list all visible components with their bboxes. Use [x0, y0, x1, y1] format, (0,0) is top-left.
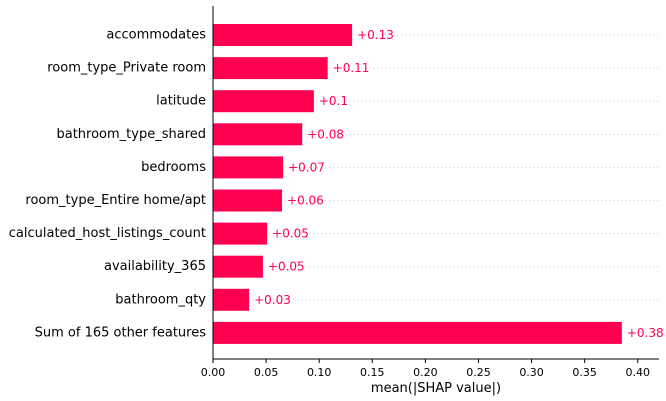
feature-label: bedrooms — [141, 160, 206, 175]
value-label: +0.1 — [319, 94, 348, 108]
feature-label: calculated_host_listings_count — [9, 226, 206, 241]
value-label: +0.05 — [272, 227, 309, 241]
value-label: +0.05 — [268, 260, 305, 274]
x-tick-label: 0.25 — [466, 366, 491, 379]
value-label: +0.03 — [254, 293, 291, 307]
x-tick-label: 0.40 — [626, 366, 651, 379]
value-label: +0.38 — [627, 326, 664, 340]
bars — [213, 24, 622, 344]
x-tick-label: 0.35 — [572, 366, 597, 379]
x-tick-label: 0.30 — [519, 366, 544, 379]
feature-label: bathroom_type_shared — [56, 127, 206, 142]
bar — [213, 222, 268, 245]
feature-label: latitude — [156, 94, 206, 109]
bar — [213, 90, 314, 113]
bar — [213, 288, 250, 311]
x-tick-label: 0.05 — [254, 366, 279, 379]
feature-label: availability_365 — [104, 259, 206, 274]
feature-label: bathroom_qty — [115, 292, 206, 307]
bar — [213, 255, 263, 278]
bar — [213, 123, 303, 146]
bar — [213, 57, 328, 80]
value-labels: +0.13 +0.11 +0.1 +0.08 +0.07 +0.06 +0.05 +0.05 +… — [254, 28, 664, 340]
x-tick-label: 0.10 — [307, 366, 332, 379]
feature-label: room_type_Entire home/apt — [25, 193, 206, 208]
value-label: +0.07 — [288, 160, 325, 174]
value-label: +0.06 — [287, 194, 324, 208]
x-axis-title: mean(|SHAP value|) — [371, 381, 501, 396]
feature-label: Sum of 165 other features — [35, 325, 207, 340]
bar — [213, 321, 622, 344]
value-label: +0.08 — [307, 127, 344, 141]
feature-label: room_type_Private room — [47, 61, 206, 76]
x-tick-label: 0.00 — [201, 366, 226, 379]
x-tick-label: 0.20 — [413, 366, 438, 379]
value-label: +0.13 — [357, 28, 394, 42]
bar — [213, 189, 283, 212]
bar — [213, 156, 284, 179]
value-label: +0.11 — [333, 61, 370, 75]
x-axis-ticks: 0.00 0.05 0.10 0.15 0.20 0.25 0.30 0.35 0.40 — [201, 359, 650, 379]
feature-label: accommodates — [106, 28, 206, 43]
x-tick-label: 0.15 — [360, 366, 385, 379]
row-guides — [213, 34, 659, 334]
bar — [213, 24, 353, 46]
feature-labels: accommodates room_type_Private room latitu… — [9, 28, 207, 341]
